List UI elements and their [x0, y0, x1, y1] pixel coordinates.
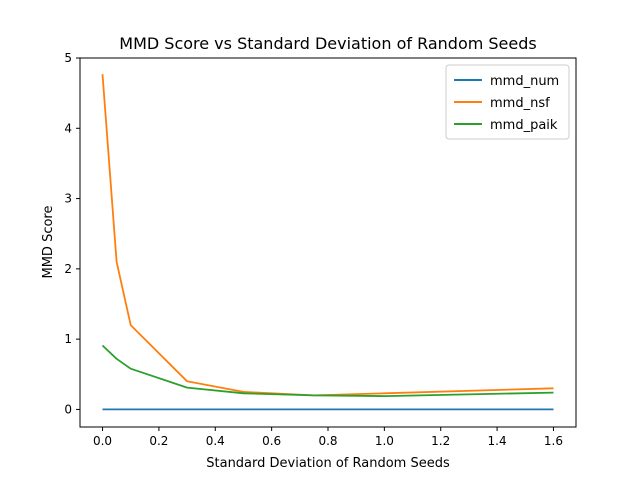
x-axis-label: Standard Deviation of Random Seeds [206, 456, 450, 471]
x-tick-label: 0.4 [206, 434, 225, 448]
x-tick-label: 1.0 [375, 434, 394, 448]
x-tick-label: 1.6 [544, 434, 563, 448]
y-tick-label: 2 [64, 262, 72, 276]
legend-box [445, 64, 570, 140]
legend-label-mmd_num: mmd_num [490, 74, 559, 89]
legend: mmd_num mmd_nsf mmd_paik [445, 64, 570, 140]
x-tick-label: 0.0 [93, 434, 112, 448]
y-tick-label: 4 [64, 121, 72, 135]
legend-label-mmd_paik: mmd_paik [490, 118, 558, 133]
y-tick-label: 5 [64, 51, 72, 65]
x-tick-label: 1.2 [431, 434, 450, 448]
x-axis: 0.0 0.2 0.4 0.6 0.8 1.0 1.2 1.4 1.6 [93, 427, 563, 448]
series-line-mmd_paik [101, 344, 554, 398]
legend-label-mmd_nsf: mmd_nsf [490, 96, 550, 111]
y-axis-label: MMD Score [41, 206, 56, 279]
x-tick-label: 0.2 [149, 434, 168, 448]
chart-title: MMD Score vs Standard Deviation of Rando… [119, 34, 536, 53]
y-tick-label: 1 [64, 332, 72, 346]
y-axis: 0 1 2 3 4 5 [64, 51, 80, 416]
plot-area [101, 74, 554, 411]
y-tick-label: 0 [64, 402, 72, 416]
x-tick-label: 0.8 [318, 434, 337, 448]
x-tick-label: 1.4 [488, 434, 507, 448]
x-tick-label: 0.6 [262, 434, 281, 448]
y-tick-label: 3 [64, 192, 72, 206]
series-line-mmd_nsf [101, 74, 554, 397]
